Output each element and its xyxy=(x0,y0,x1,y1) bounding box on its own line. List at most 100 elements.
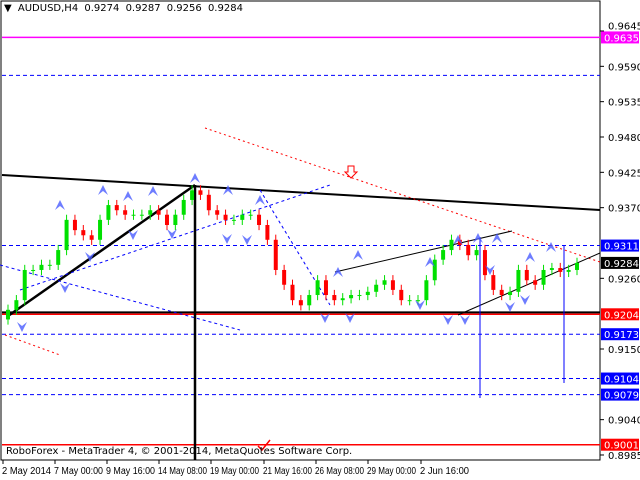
trend-line xyxy=(204,127,601,263)
candle-body xyxy=(89,235,94,240)
level-price-tag: 0.9104 xyxy=(604,375,639,386)
up-arrow-icon xyxy=(98,185,108,195)
up-arrow-icon xyxy=(123,191,133,201)
sell-arrow-icon xyxy=(343,165,359,179)
up-arrow-icon xyxy=(473,233,483,243)
candle-body xyxy=(432,259,437,281)
level-price-tag-bg xyxy=(601,308,639,321)
candle-body xyxy=(290,284,295,301)
candle-body xyxy=(407,300,412,302)
candle-body xyxy=(39,264,44,270)
down-arrow-icon xyxy=(222,234,232,244)
y-tick-label: 0.9645 xyxy=(608,21,640,32)
x-tick-label: 21 May 16:00 xyxy=(263,466,312,477)
candle-body xyxy=(231,219,236,221)
chart-header: ▼ AUDUSD,H4 0.9274 0.9287 0.9256 0.9284 xyxy=(4,3,246,14)
candle-body xyxy=(566,269,571,272)
level-price-tag-bg xyxy=(601,388,639,401)
candle-body xyxy=(22,269,27,301)
candle-body xyxy=(491,275,496,290)
candle-body xyxy=(64,219,69,251)
up-arrow-icon xyxy=(525,252,535,262)
y-tick-label: 0.9370 xyxy=(608,204,640,215)
candle-body xyxy=(533,280,538,285)
up-arrow-icon xyxy=(353,250,363,260)
candle-body xyxy=(466,244,471,256)
candle-body xyxy=(558,268,563,272)
x-tick-label: 14 May 08:00 xyxy=(158,466,207,477)
candle-body xyxy=(223,214,228,220)
candle-body xyxy=(114,205,119,211)
down-arrow-icon xyxy=(505,302,515,312)
trend-line xyxy=(259,189,331,306)
candle-body xyxy=(31,269,36,271)
down-arrow-icon xyxy=(520,295,530,305)
up-arrow-icon xyxy=(453,235,463,245)
candle-body xyxy=(265,225,270,240)
x-tick-label: 9 May 16:00 xyxy=(106,466,155,477)
candle-body xyxy=(424,280,429,301)
up-arrow-icon xyxy=(255,195,265,205)
copyright-text: RoboForex - MetaTrader 4, © 2001-2014, M… xyxy=(6,446,353,457)
trend-line xyxy=(1,174,601,211)
level-price-tag-bg xyxy=(601,239,639,252)
candle-body xyxy=(14,300,19,310)
candle-body xyxy=(482,250,487,276)
trend-line xyxy=(7,183,196,318)
candle-body xyxy=(72,219,77,231)
level-price-tag: 0.9311 xyxy=(604,242,639,253)
candle-body xyxy=(98,219,103,240)
candle-body xyxy=(215,210,220,215)
current-price-tag-bg xyxy=(601,256,639,269)
down-arrow-icon xyxy=(443,315,453,325)
candle-body xyxy=(575,262,579,270)
candle-body xyxy=(298,300,303,306)
level-price-tag: 0.9001 xyxy=(604,441,639,452)
candle-body xyxy=(148,210,153,215)
x-tick-label: 19 May 00:00 xyxy=(210,466,259,477)
up-arrow-icon xyxy=(55,200,65,210)
candle-body xyxy=(164,214,169,226)
candle-body xyxy=(449,239,454,251)
candle-body xyxy=(549,268,554,270)
down-arrow-icon xyxy=(85,252,95,262)
candle-body xyxy=(307,295,312,306)
level-price-tag: 0.9173 xyxy=(604,330,639,341)
trend-line xyxy=(4,334,61,356)
candle-body xyxy=(349,295,354,299)
candle-body xyxy=(374,284,379,292)
candle-body xyxy=(156,210,161,215)
candle-body xyxy=(190,190,195,200)
candle-body xyxy=(273,239,278,270)
high-value: 0.9287 xyxy=(125,3,161,14)
up-arrow-icon xyxy=(148,186,158,196)
candle-body xyxy=(198,190,203,195)
up-arrow-icon xyxy=(333,267,343,277)
up-arrow-icon xyxy=(425,257,435,267)
level-price-tag-bg xyxy=(601,328,639,341)
candle-body xyxy=(516,269,521,292)
y-tick-label: 0.9590 xyxy=(608,62,640,73)
candle-body xyxy=(332,295,337,301)
candle-body xyxy=(131,214,136,216)
dropdown-triangle-icon[interactable]: ▼ xyxy=(4,3,12,14)
candle-body xyxy=(340,298,345,301)
candle-body xyxy=(524,269,529,281)
candle-body xyxy=(56,250,61,265)
down-arrow-icon xyxy=(485,265,495,275)
candle-body xyxy=(315,280,320,296)
x-tick-label: 29 May 00:00 xyxy=(367,466,416,477)
candle-body xyxy=(139,214,144,216)
down-arrow-icon xyxy=(460,315,470,325)
trend-line xyxy=(457,252,601,316)
up-arrow-icon xyxy=(223,185,233,195)
current-price-tag: 0.9284 xyxy=(604,259,639,270)
down-arrow-icon xyxy=(320,313,330,323)
x-tick-label: 2 May 2014 xyxy=(2,466,51,477)
x-tick-label: 26 May 08:00 xyxy=(315,466,364,477)
down-arrow-icon xyxy=(128,230,138,240)
level-price-tag: 0.9635 xyxy=(604,33,639,44)
candle-body xyxy=(173,214,178,226)
y-tick-label: 0.9425 xyxy=(608,168,640,179)
